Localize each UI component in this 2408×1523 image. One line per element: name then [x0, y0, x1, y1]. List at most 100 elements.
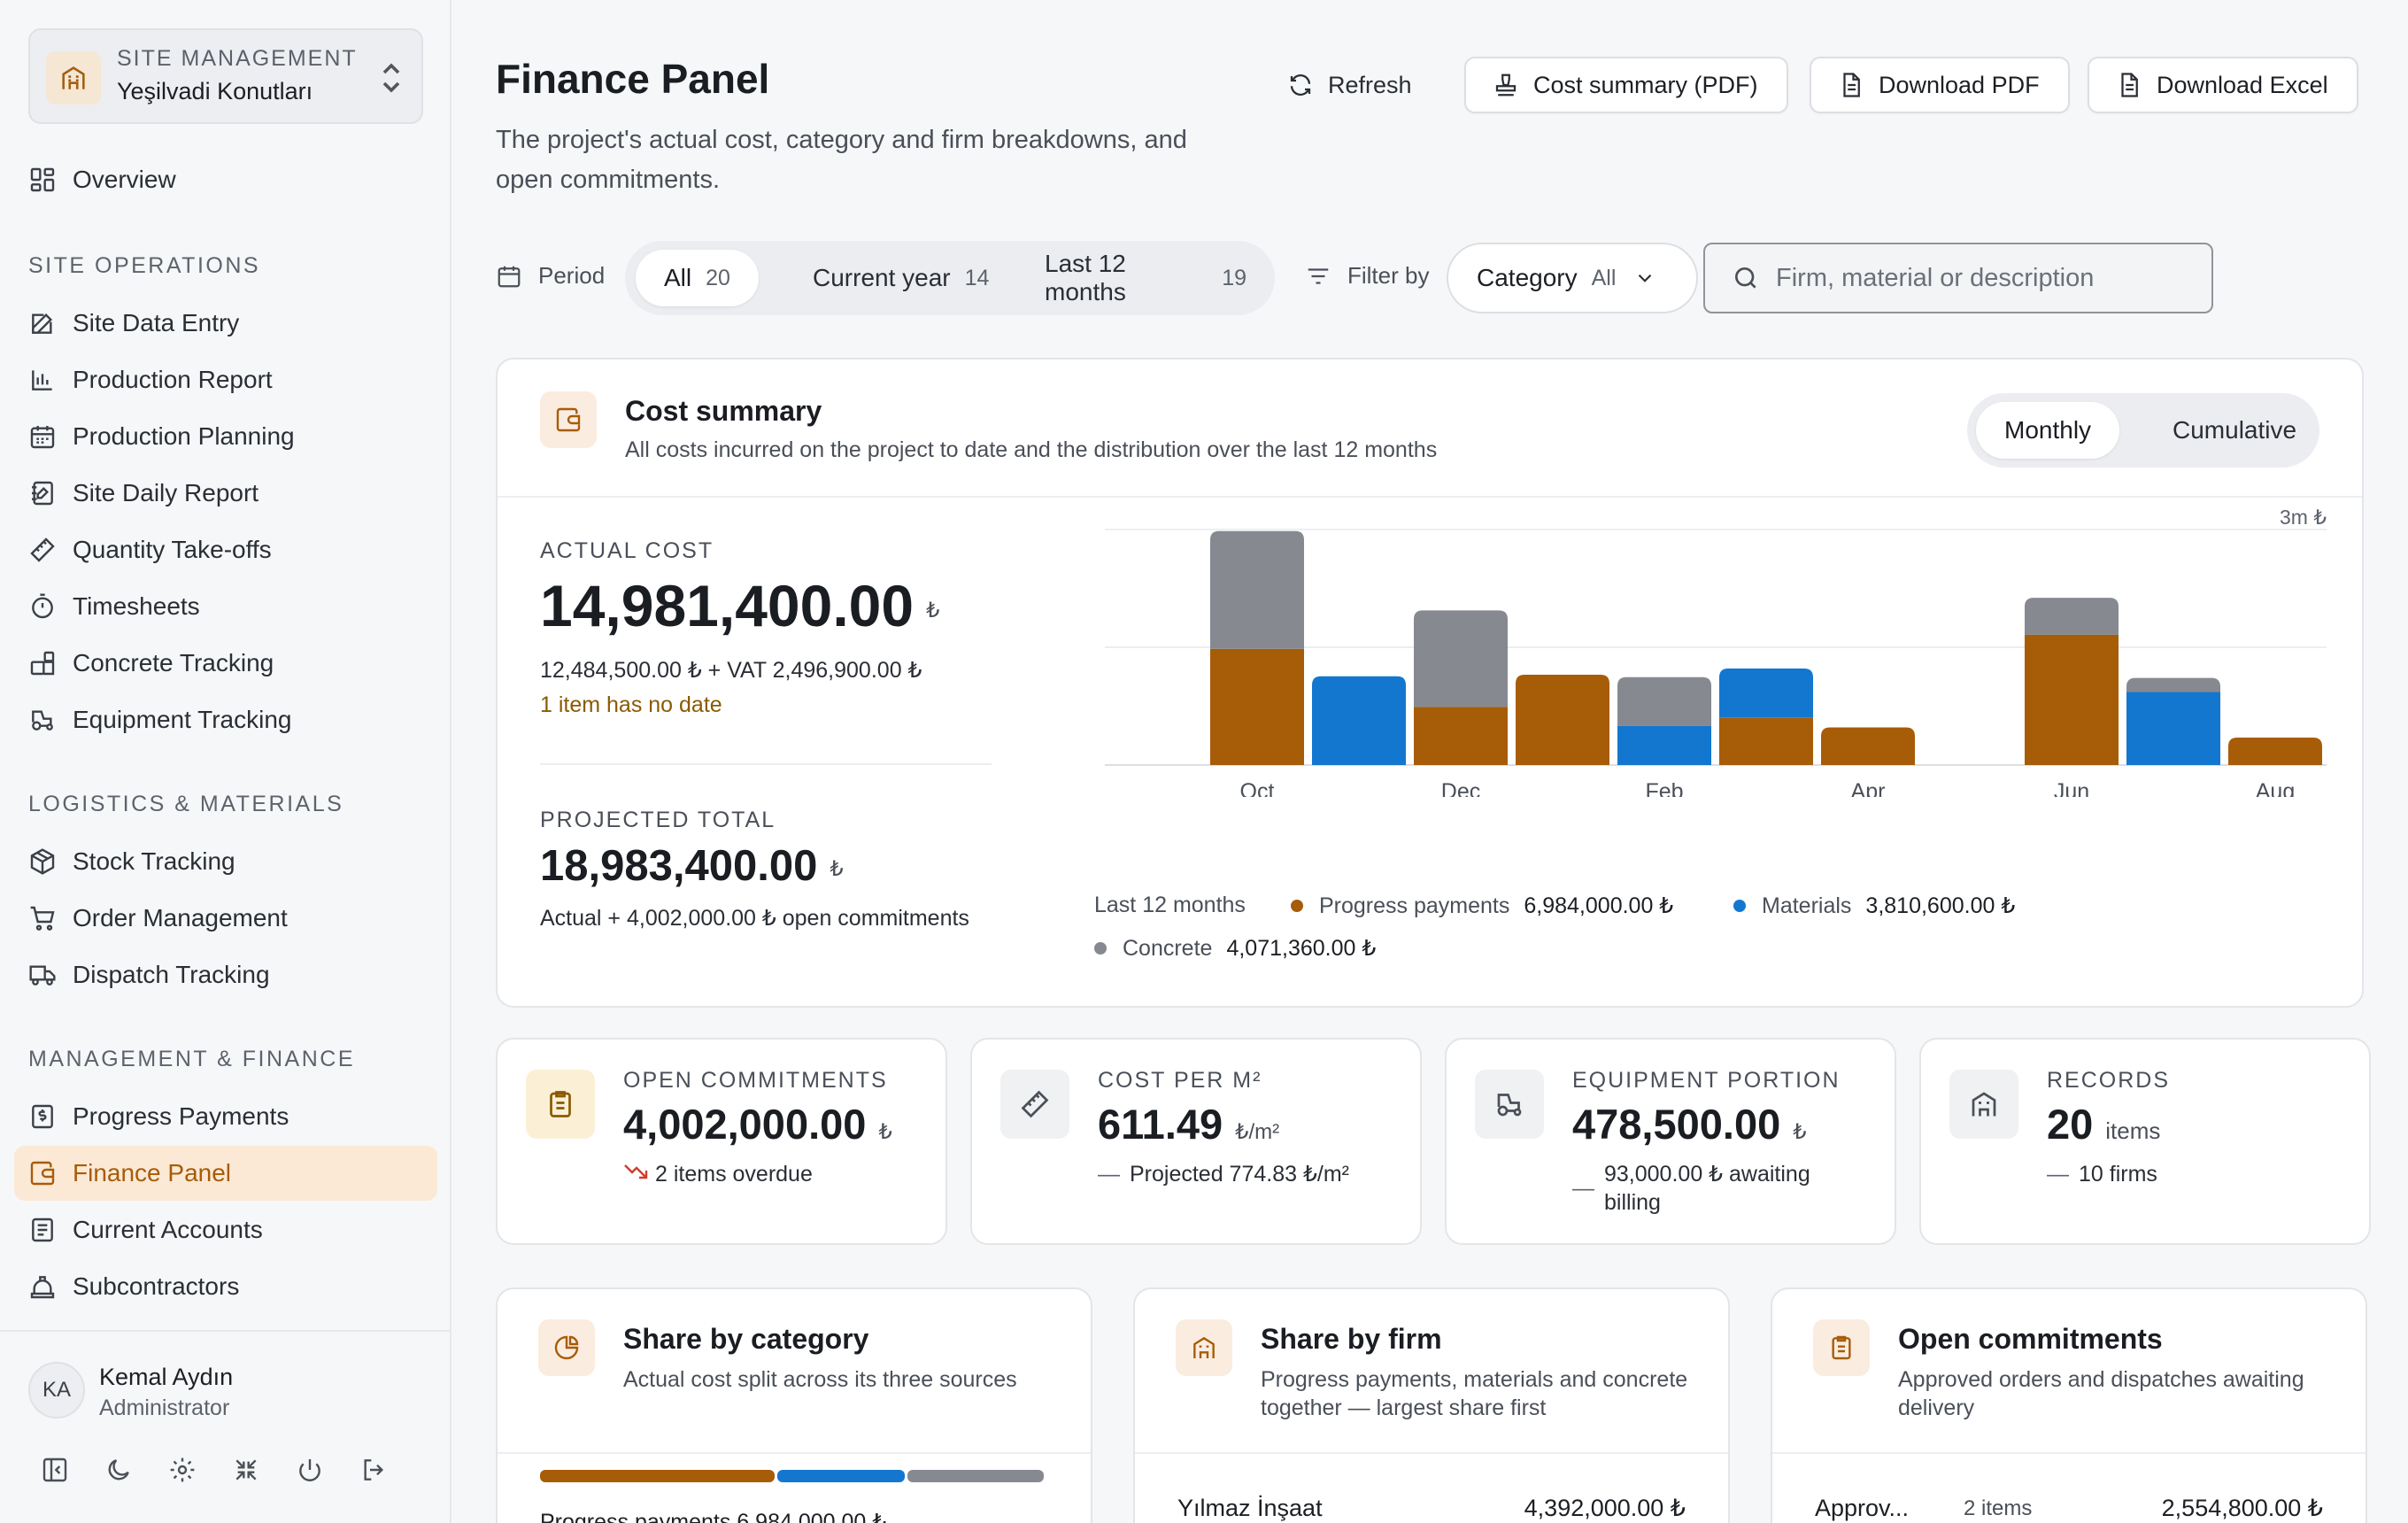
x-tick-label: Feb	[1645, 779, 1683, 797]
kpi-note: — 10 firms	[2047, 1160, 2157, 1188]
legend-item-concrete: Concrete 4,071,360.00 ₺	[1094, 935, 1376, 962]
period-option-count: 19	[1222, 265, 1246, 290]
moon-icon[interactable]	[104, 1456, 133, 1484]
category-share-bar	[540, 1470, 1048, 1482]
spreadsheet-icon	[2116, 72, 2142, 98]
site-name: Yeşilvadi Konutları	[117, 78, 313, 104]
kpi-label: EQUIPMENT PORTION	[1572, 1068, 1841, 1093]
trend-flat-icon: —	[2047, 1162, 2069, 1187]
sidebar-item-current-accounts[interactable]: Current Accounts	[14, 1202, 437, 1257]
stopwatch-icon	[28, 592, 57, 621]
sidebar-item-subcontractors[interactable]: Subcontractors	[14, 1259, 437, 1314]
edit-icon	[28, 309, 57, 337]
chevron-down-icon	[1633, 267, 1656, 290]
filter-by-text: Filter by	[1347, 262, 1430, 289]
legend-value: 3,810,600.00 ₺	[1865, 893, 2016, 918]
main-content: Finance Panel The project's actual cost,…	[452, 0, 2408, 1523]
gear-icon[interactable]	[168, 1456, 197, 1484]
nav-section-title: MANAGEMENT & FINANCE	[28, 1047, 356, 1071]
sidebar-item-production-planning[interactable]: Production Planning	[14, 409, 437, 464]
sidebar-item-equipment-tracking[interactable]: Equipment Tracking	[14, 692, 437, 747]
site-switcher[interactable]: SITE MANAGEMENT Yeşilvadi Konutları	[28, 28, 423, 124]
download-pdf-label: Download PDF	[1879, 71, 2040, 98]
category-row: Progress payments 6,984,000.00 ₺	[540, 1510, 887, 1523]
kpi-note-text: 10 firms	[2079, 1162, 2157, 1187]
share-by-category-subtitle: Actual cost split across its three sourc…	[623, 1367, 1017, 1392]
tractor-icon	[28, 706, 57, 734]
kpi-number: 20	[2047, 1101, 2094, 1148]
sidebar-item-order-management[interactable]: Order Management	[14, 891, 437, 946]
building-icon	[46, 51, 101, 104]
category-select[interactable]: Category All	[1447, 243, 1698, 313]
blocks-icon	[28, 649, 57, 677]
no-date-note: 1 item has no date	[540, 692, 722, 717]
receipt-icon	[28, 1102, 57, 1131]
toggle-monthly[interactable]: Monthly	[1976, 402, 2120, 459]
logout-icon[interactable]	[359, 1456, 388, 1484]
sidebar-item-label: Subcontractors	[73, 1272, 240, 1300]
search-input[interactable]	[1776, 263, 2201, 293]
firm-value: 4,392,000.00 ₺	[1524, 1495, 1686, 1521]
legend-name: Progress payments	[1319, 893, 1510, 918]
bar-chart-icon	[28, 366, 57, 394]
sidebar-item-progress-payments[interactable]: Progress Payments	[14, 1089, 437, 1144]
bar-segment-progress-payments	[1821, 727, 1915, 765]
download-pdf-button[interactable]: Download PDF	[1810, 57, 2070, 113]
sidebar-item-timesheets[interactable]: Timesheets	[14, 579, 437, 634]
period-option-all[interactable]: All 20	[636, 250, 759, 306]
refresh-button[interactable]: Refresh	[1287, 57, 1440, 113]
divider	[1135, 1452, 1728, 1454]
projected-total-number: 18,983,400.00	[540, 842, 818, 890]
calendar-icon	[28, 422, 57, 451]
bar-segment-progress-payments	[2025, 634, 2119, 765]
legend-dot	[1733, 900, 1746, 912]
search-field	[1703, 243, 2213, 313]
cost-summary-pdf-label: Cost summary (PDF)	[1533, 71, 1758, 98]
sidebar-item-production-report[interactable]: Production Report	[14, 352, 437, 407]
sidebar-item-concrete-tracking[interactable]: Concrete Tracking	[14, 636, 437, 691]
sidebar-item-label: Order Management	[73, 904, 288, 932]
bar-segment-materials	[1312, 676, 1406, 765]
toggle-cumulative[interactable]: Cumulative	[2173, 416, 2297, 444]
sidebar-item-site-daily-report[interactable]: Site Daily Report	[14, 466, 437, 521]
minimize-icon[interactable]	[232, 1456, 260, 1484]
user-role: Administrator	[99, 1395, 230, 1420]
commitment-value: 2,554,800.00 ₺	[2161, 1495, 2323, 1521]
commitment-count: 2 items	[1964, 1496, 2033, 1520]
download-excel-button[interactable]: Download Excel	[2088, 57, 2358, 113]
period-option-last-12-months[interactable]: Last 12 months 19	[1016, 250, 1275, 306]
period-option-current-year[interactable]: Current year 14	[784, 250, 1017, 306]
cart-icon	[28, 904, 57, 932]
sidebar-item-dispatch-tracking[interactable]: Dispatch Tracking	[14, 947, 437, 1002]
sidebar-item-overview[interactable]: Overview	[14, 152, 437, 207]
divider	[498, 1452, 1091, 1454]
period-option-count: 14	[964, 265, 990, 290]
avatar[interactable]: KA	[28, 1362, 85, 1419]
hard-hat-icon	[28, 1272, 57, 1301]
sidebar-item-finance-panel[interactable]: Finance Panel	[14, 1146, 437, 1201]
power-icon[interactable]	[296, 1456, 324, 1484]
cost-summary-pdf-button[interactable]: Cost summary (PDF)	[1464, 57, 1788, 113]
sidebar-item-site-data-entry[interactable]: Site Data Entry	[14, 296, 437, 351]
sidebar-item-label: Equipment Tracking	[73, 706, 292, 733]
sidebar-item-stock-tracking[interactable]: Stock Tracking	[14, 834, 437, 889]
firm-name: Yılmaz İnşaat	[1177, 1495, 1323, 1521]
bar-segment-concrete	[1210, 530, 1304, 649]
collapse-sidebar-icon[interactable]	[41, 1456, 69, 1484]
currency-symbol: ₺	[830, 856, 844, 881]
bar-segment-concrete	[2025, 598, 2119, 635]
share-segment-concrete	[907, 1470, 1045, 1482]
kpi-equipment-portion: EQUIPMENT PORTION 478,500.00 ₺ — 93,000.0…	[1445, 1038, 1896, 1245]
projected-total-value: 18,983,400.00 ₺	[540, 841, 844, 891]
bar-segment-progress-payments	[1719, 717, 1813, 765]
sidebar-item-quantity-take-offs[interactable]: Quantity Take-offs	[14, 522, 437, 577]
tractor-icon	[1475, 1070, 1544, 1139]
kpi-number: 4,002,000.00	[623, 1101, 867, 1148]
sidebar-item-label: Progress Payments	[73, 1102, 289, 1130]
kpi-label: OPEN COMMITMENTS	[623, 1068, 888, 1093]
kpi-note: — Projected 774.83 ₺/m²	[1098, 1160, 1349, 1188]
clipboard-icon	[1813, 1319, 1870, 1376]
projected-total-note: Actual + 4,002,000.00 ₺ open commitments	[540, 906, 969, 931]
share-segment-progress-payments	[540, 1470, 775, 1482]
actual-cost-value: 14,981,400.00 ₺	[540, 572, 939, 639]
